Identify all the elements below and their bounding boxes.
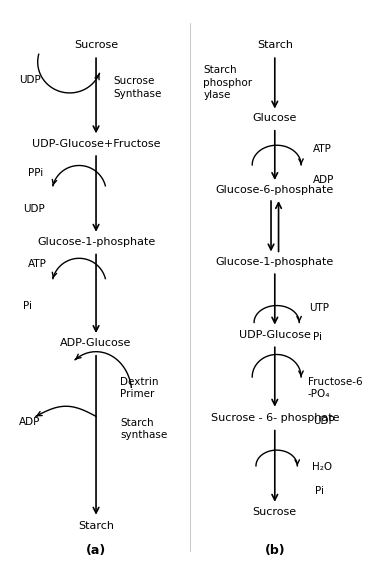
Text: Starch: Starch (257, 40, 293, 50)
Text: UDP-Glucose+Fructose: UDP-Glucose+Fructose (32, 138, 160, 149)
Text: Glucose: Glucose (253, 113, 297, 123)
Text: ATP: ATP (28, 259, 47, 270)
Text: Dextrin
Primer: Dextrin Primer (121, 377, 159, 400)
Text: Sucrose
Synthase: Sucrose Synthase (113, 76, 161, 99)
Text: ADP-Glucose: ADP-Glucose (60, 338, 132, 348)
Text: UDP-Glucose: UDP-Glucose (239, 330, 311, 340)
Text: Glucose-1-phosphate: Glucose-1-phosphate (216, 257, 334, 267)
Text: UDP: UDP (23, 204, 45, 214)
Text: Starch
synthase: Starch synthase (121, 417, 168, 440)
Text: PPi: PPi (28, 168, 43, 178)
Text: UDP: UDP (313, 416, 335, 426)
Text: Starch
phosphor
ylase: Starch phosphor ylase (203, 65, 252, 100)
Text: Glucose-1-phosphate: Glucose-1-phosphate (37, 237, 155, 247)
Text: (a): (a) (86, 544, 106, 557)
Text: Sucrose: Sucrose (74, 40, 118, 50)
Text: ADP: ADP (313, 175, 334, 185)
Text: H₂O: H₂O (312, 462, 332, 472)
Text: UTP: UTP (309, 304, 329, 313)
Text: ADP: ADP (19, 417, 40, 427)
Text: Starch: Starch (78, 521, 114, 531)
Text: Fructose-6
-PO₄: Fructose-6 -PO₄ (308, 378, 362, 399)
Text: Pi: Pi (23, 301, 32, 311)
Text: Pi: Pi (315, 486, 324, 495)
Text: Glucose-6-phosphate: Glucose-6-phosphate (216, 185, 334, 195)
Text: ATP: ATP (313, 144, 331, 154)
Text: Sucrose: Sucrose (253, 507, 297, 517)
Text: Sucrose - 6- phosphate: Sucrose - 6- phosphate (210, 413, 339, 422)
Text: Pi: Pi (313, 332, 322, 342)
Text: UDP: UDP (19, 75, 41, 85)
Text: (b): (b) (265, 544, 285, 557)
